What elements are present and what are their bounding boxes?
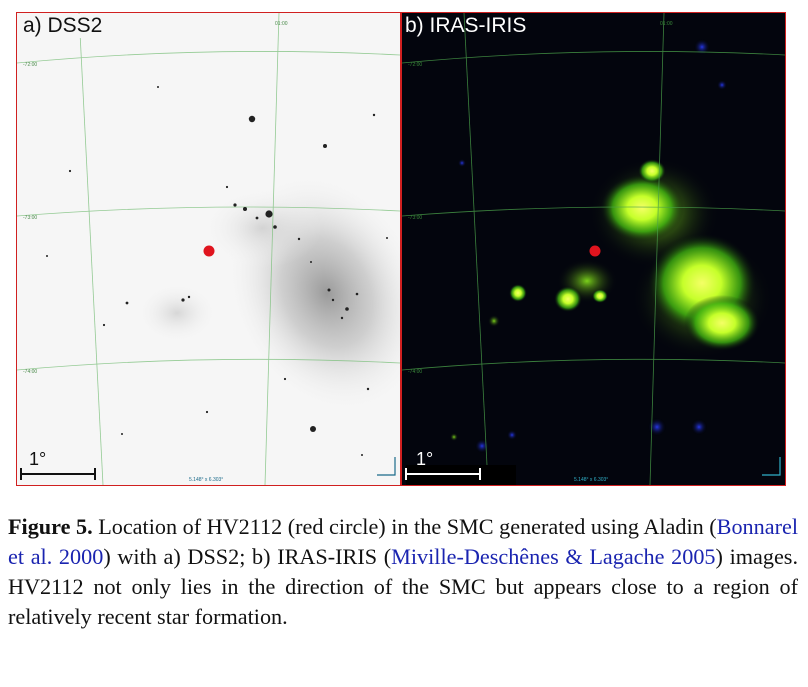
dss2-stars	[46, 86, 388, 456]
hv2112-marker	[589, 245, 601, 257]
panel-a-label: a) DSS2	[23, 14, 107, 38]
scale-bar	[405, 468, 481, 480]
dss2-image: -72:00 -73:00 -74:00 01:00 5.148° x 6.30…	[17, 13, 400, 485]
figure-caption: Figure 5. Location of HV2112 (red circle…	[8, 512, 798, 632]
grid-label: -72:00	[23, 62, 37, 68]
bottom-readout: 5.148° x 6.303°	[574, 477, 608, 483]
grid-label: 01:00	[275, 21, 288, 27]
grid-label: -72:00	[408, 62, 422, 68]
compass-icon	[377, 457, 396, 476]
grid-label: -74:00	[408, 369, 422, 375]
grid-label: -74:00	[23, 369, 37, 375]
panel-b-label: b) IRAS-IRIS	[405, 14, 527, 37]
figure: -72:00 -73:00 -74:00 01:00 5.148° x 6.30…	[16, 12, 786, 486]
caption-lead: Figure 5.	[8, 514, 93, 539]
grid-label: 01:00	[660, 21, 673, 27]
citation-link[interactable]: Bonnarel et al. 2000	[8, 514, 798, 569]
grid-label: -73:00	[408, 215, 422, 221]
dss2-image-panel: -72:00 -73:00 -74:00 01:00 5.148° x 6.30…	[16, 12, 401, 486]
scale-bar-label: 1°	[416, 449, 434, 469]
scale-bar	[20, 468, 96, 480]
grid-label: -73:00	[23, 215, 37, 221]
caption-text: ) images. HV2112 not only lies in the di…	[8, 544, 798, 629]
hv2112-marker	[203, 245, 215, 257]
iras-iris-image: -72:00 -73:00 -74:00 01:00 5.148° x 6.30…	[402, 13, 785, 485]
citation-link[interactable]: Miville-Deschênes & Lagache 2005	[391, 544, 716, 569]
caption-text: ) with a) DSS2; b) IRAS-IRIS (	[103, 544, 392, 569]
compass-icon	[762, 457, 781, 476]
iras-iris-image-panel: -72:00 -73:00 -74:00 01:00 5.148° x 6.30…	[401, 12, 786, 486]
caption-text: Location of HV2112 (red circle) in the S…	[92, 514, 717, 539]
scale-bar-label: 1°	[29, 449, 47, 469]
bottom-readout: 5.148° x 6.303°	[189, 477, 223, 483]
